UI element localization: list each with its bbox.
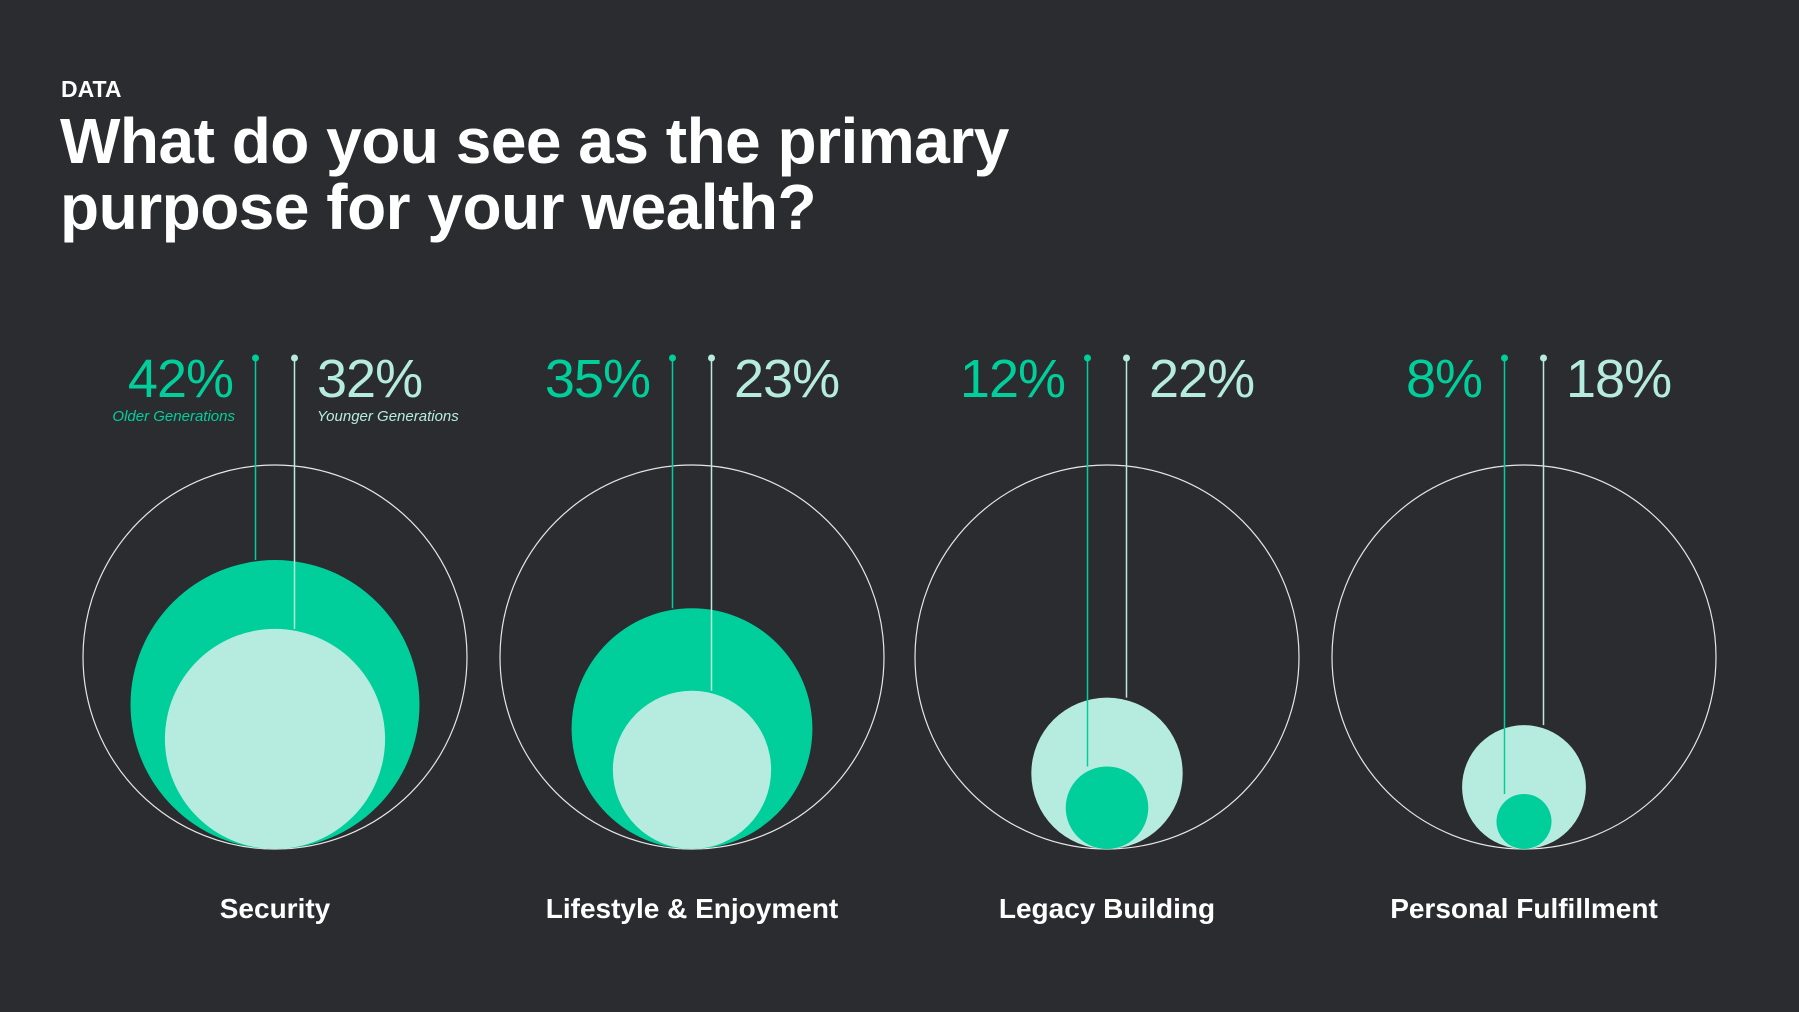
leader-dot [1123,354,1130,362]
value-label: 23% [734,349,839,409]
bubble [1462,725,1586,849]
value-label: 32% [317,349,422,409]
legend-label: Older Generations [112,408,235,425]
leader-dot [291,354,298,362]
bubble [164,628,386,849]
value-label: 35% [545,349,650,409]
leader-dot [1540,354,1547,362]
leader-dot [1084,354,1091,362]
category-label: Personal Fulfillment [1390,893,1658,924]
value-label: 22% [1149,349,1254,409]
chart-title: What do you see as the primary purpose f… [60,105,1009,243]
leader-dot [1501,354,1508,362]
value-label: 18% [1566,349,1671,409]
category-label: Lifestyle & Enjoyment [546,893,839,924]
leader-dot [708,354,715,362]
legend-label: Younger Generations [317,408,459,425]
value-label: 8% [1406,349,1482,409]
leader-dot [669,354,676,362]
value-label: 12% [960,349,1065,409]
bubble [1496,793,1552,849]
kicker: DATA [61,76,122,102]
category-label: Security [220,893,331,924]
bubble [612,690,772,849]
category-label: Legacy Building [999,893,1215,924]
bubble [1065,766,1149,849]
value-label: 42% [128,349,233,409]
leader-dot [252,354,259,362]
